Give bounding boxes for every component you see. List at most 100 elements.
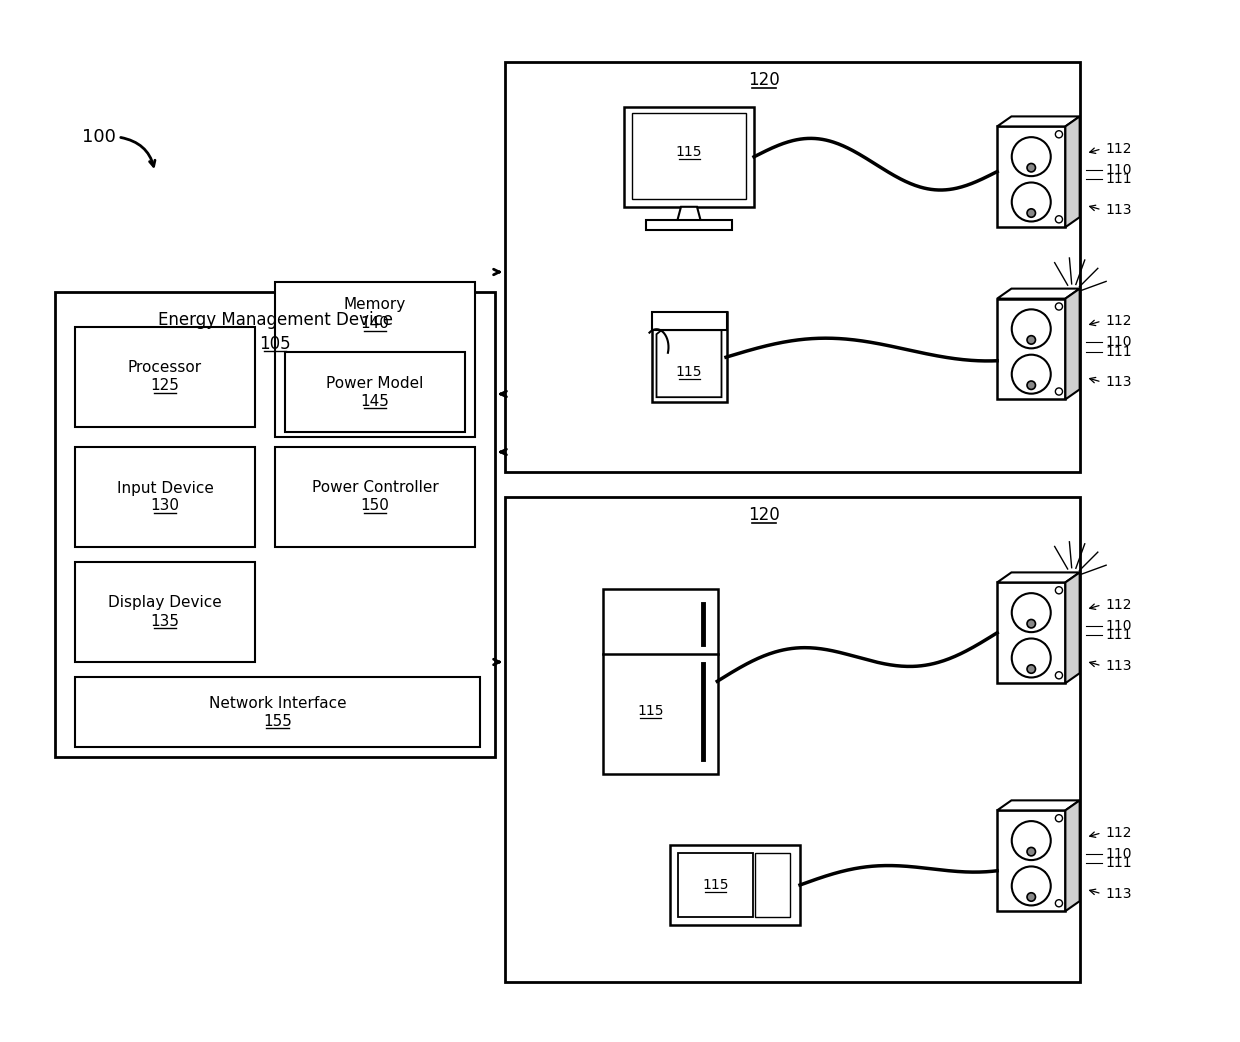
Text: 113: 113: [1106, 659, 1132, 673]
Bar: [678, 853, 754, 917]
Circle shape: [1055, 815, 1063, 822]
Bar: [997, 582, 1065, 684]
Polygon shape: [1065, 289, 1080, 399]
Circle shape: [1012, 354, 1050, 394]
Text: 112: 112: [1106, 598, 1132, 612]
Circle shape: [1055, 130, 1063, 138]
Bar: [285, 352, 465, 432]
Text: 120: 120: [748, 71, 780, 89]
Circle shape: [1055, 587, 1063, 594]
Bar: [505, 497, 1080, 982]
Bar: [651, 313, 727, 402]
Polygon shape: [997, 800, 1080, 811]
Text: 145: 145: [361, 394, 389, 408]
Text: 111: 111: [1106, 628, 1132, 642]
Text: 115: 115: [637, 704, 663, 718]
Text: 112: 112: [1106, 826, 1132, 840]
Text: Memory: Memory: [343, 297, 407, 312]
Bar: [74, 327, 255, 427]
Polygon shape: [997, 572, 1080, 582]
Bar: [1018, 872, 1023, 883]
Polygon shape: [1065, 572, 1080, 684]
Polygon shape: [656, 330, 722, 397]
Text: 111: 111: [1106, 345, 1132, 358]
Bar: [1018, 599, 1023, 610]
Bar: [55, 292, 495, 756]
Bar: [275, 282, 475, 437]
Bar: [1018, 143, 1023, 153]
Text: 113: 113: [1106, 887, 1132, 900]
Text: Display Device: Display Device: [108, 595, 222, 611]
Bar: [755, 853, 790, 917]
Bar: [74, 677, 480, 747]
Text: 111: 111: [1106, 857, 1132, 870]
Circle shape: [1055, 672, 1063, 679]
Text: 113: 113: [1106, 203, 1132, 217]
Text: 112: 112: [1106, 142, 1132, 156]
Circle shape: [1055, 303, 1063, 311]
Bar: [1039, 827, 1045, 838]
Bar: [651, 313, 727, 330]
Bar: [603, 589, 718, 774]
Circle shape: [1012, 309, 1050, 348]
Text: 110: 110: [1106, 336, 1132, 349]
Text: 130: 130: [150, 498, 180, 514]
Bar: [74, 447, 255, 547]
Bar: [1039, 189, 1045, 199]
Text: 150: 150: [361, 498, 389, 514]
Circle shape: [1055, 216, 1063, 223]
Text: 115: 115: [702, 878, 729, 892]
Text: Power Model: Power Model: [326, 375, 424, 391]
Bar: [1039, 143, 1045, 153]
Circle shape: [1012, 593, 1050, 632]
Text: 100: 100: [82, 128, 115, 146]
Text: 105: 105: [259, 334, 291, 353]
Circle shape: [1027, 893, 1035, 901]
Circle shape: [1012, 138, 1050, 176]
Circle shape: [1012, 821, 1050, 860]
Circle shape: [1012, 182, 1050, 222]
Circle shape: [1012, 639, 1050, 677]
Circle shape: [1027, 620, 1035, 628]
Bar: [1039, 644, 1045, 654]
Bar: [1018, 189, 1023, 199]
Text: 115: 115: [676, 145, 702, 158]
Bar: [632, 113, 746, 199]
Polygon shape: [997, 117, 1080, 126]
Text: 111: 111: [1106, 172, 1132, 187]
Polygon shape: [677, 206, 701, 222]
Bar: [670, 845, 800, 925]
Text: 155: 155: [263, 714, 291, 728]
Text: Processor: Processor: [128, 361, 202, 375]
Text: 110: 110: [1106, 847, 1132, 861]
Text: 140: 140: [361, 317, 389, 331]
Text: 113: 113: [1106, 375, 1132, 389]
Polygon shape: [1065, 800, 1080, 911]
Circle shape: [1027, 665, 1035, 673]
Bar: [997, 126, 1065, 227]
Bar: [1039, 599, 1045, 610]
Polygon shape: [997, 289, 1080, 299]
Circle shape: [1027, 164, 1035, 172]
Polygon shape: [1065, 117, 1080, 227]
Circle shape: [1027, 847, 1035, 855]
Bar: [1039, 872, 1045, 883]
Bar: [505, 63, 1080, 472]
Bar: [1039, 315, 1045, 325]
Text: Network Interface: Network Interface: [208, 695, 346, 711]
Circle shape: [1055, 388, 1063, 395]
Circle shape: [1055, 899, 1063, 907]
Bar: [997, 811, 1065, 911]
Bar: [1018, 827, 1023, 838]
Bar: [646, 220, 733, 230]
Text: Power Controller: Power Controller: [311, 480, 439, 496]
Text: 112: 112: [1106, 314, 1132, 328]
Text: 135: 135: [150, 614, 180, 628]
Text: 115: 115: [676, 365, 702, 379]
Bar: [74, 562, 255, 662]
Text: Energy Management Device: Energy Management Device: [157, 311, 393, 329]
Circle shape: [1027, 336, 1035, 344]
Text: 110: 110: [1106, 163, 1132, 177]
Circle shape: [1012, 867, 1050, 905]
Bar: [1018, 315, 1023, 325]
